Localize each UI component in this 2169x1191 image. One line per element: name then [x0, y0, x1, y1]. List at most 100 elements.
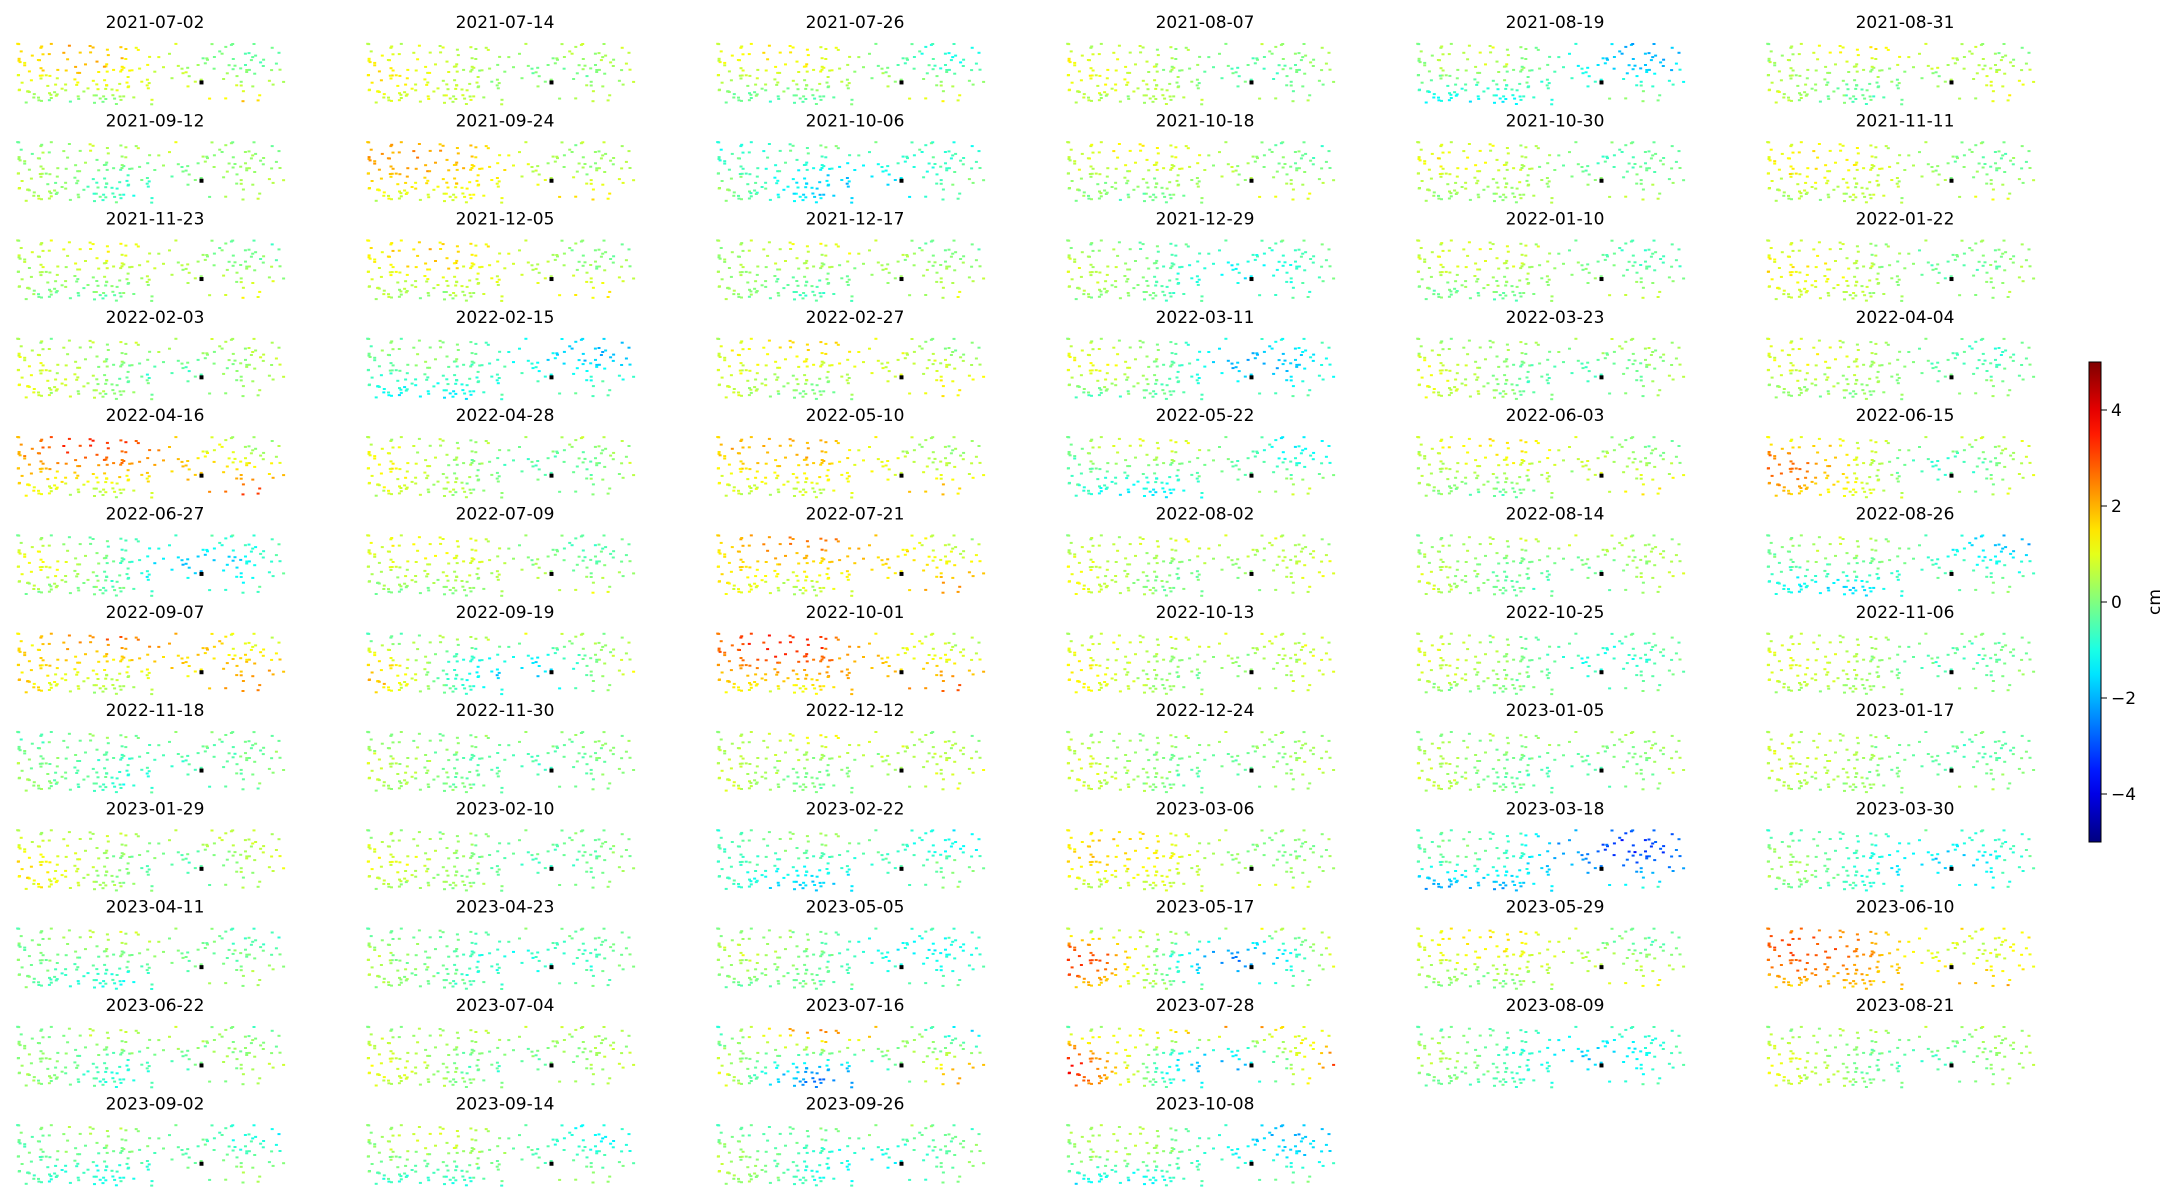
point — [374, 199, 378, 202]
reference-point-marker — [199, 80, 204, 85]
point — [1444, 270, 1448, 273]
point — [389, 263, 393, 266]
point — [448, 195, 452, 198]
point — [977, 150, 981, 153]
point — [1817, 241, 1821, 244]
point — [1876, 381, 1880, 384]
point — [414, 378, 418, 381]
point — [49, 192, 53, 195]
point — [1260, 338, 1264, 340]
point — [1504, 382, 1508, 385]
point — [1974, 392, 1978, 395]
point — [1243, 375, 1247, 378]
point — [405, 77, 409, 80]
point — [168, 249, 171, 252]
point — [1791, 364, 1795, 367]
point — [1799, 337, 1803, 340]
point — [1797, 394, 1801, 397]
point — [1493, 200, 1496, 203]
point — [1798, 190, 1801, 193]
point — [1182, 293, 1186, 295]
point — [1423, 359, 1427, 362]
point — [1855, 379, 1859, 381]
point — [903, 357, 907, 360]
point — [1601, 155, 1605, 158]
point — [368, 159, 372, 162]
point — [845, 281, 849, 283]
reference-point-marker — [549, 375, 554, 380]
point — [1476, 71, 1480, 74]
point — [754, 94, 758, 97]
point — [1172, 66, 1176, 69]
point — [1926, 64, 1930, 67]
point — [241, 198, 245, 201]
point — [17, 384, 21, 387]
point — [951, 252, 955, 255]
point — [1067, 158, 1071, 160]
displacement-points — [716, 42, 986, 106]
point — [947, 265, 951, 268]
point — [88, 438, 92, 441]
point — [1258, 392, 1262, 395]
point — [595, 167, 599, 170]
point — [424, 262, 428, 265]
point — [1789, 341, 1793, 344]
point — [369, 345, 373, 348]
point — [560, 338, 564, 340]
point — [245, 267, 249, 270]
point — [1234, 366, 1238, 369]
point — [18, 159, 22, 162]
point — [1272, 274, 1276, 277]
point — [947, 167, 951, 170]
point — [19, 148, 23, 151]
point — [918, 247, 922, 249]
point — [118, 476, 122, 479]
point — [1087, 293, 1090, 296]
point — [840, 80, 844, 83]
point — [788, 45, 792, 47]
point — [1096, 379, 1100, 382]
point — [1112, 51, 1116, 54]
point — [1492, 94, 1496, 97]
point — [732, 191, 736, 194]
point — [1099, 141, 1103, 144]
point — [1622, 274, 1626, 277]
point — [1868, 292, 1872, 295]
point — [1678, 68, 1682, 71]
point — [1478, 346, 1482, 349]
point — [55, 486, 59, 489]
point — [472, 193, 476, 196]
point — [2002, 337, 2006, 340]
point — [1172, 361, 1176, 364]
point — [1478, 149, 1482, 152]
point — [893, 80, 897, 83]
point — [595, 267, 599, 270]
panel-title: 2022-04-04 — [1856, 308, 1955, 328]
point — [88, 241, 92, 244]
point — [1295, 169, 1299, 172]
point — [1253, 160, 1257, 163]
point — [624, 259, 628, 262]
point — [1153, 79, 1157, 82]
point — [456, 349, 460, 351]
point — [1417, 285, 1421, 288]
point — [1105, 175, 1109, 178]
point — [490, 80, 494, 83]
point — [1513, 195, 1517, 198]
point — [1467, 143, 1471, 145]
point — [1417, 338, 1421, 340]
point — [64, 89, 68, 92]
point — [1169, 393, 1173, 396]
point — [1324, 357, 1328, 360]
point — [1074, 101, 1078, 104]
point — [553, 62, 557, 65]
point — [389, 145, 393, 148]
point — [1826, 278, 1830, 281]
point — [1067, 354, 1071, 357]
point — [1791, 167, 1795, 170]
point — [105, 358, 109, 361]
point — [1898, 154, 1902, 157]
point — [1918, 249, 1921, 252]
point — [1896, 382, 1900, 385]
point — [222, 176, 226, 179]
